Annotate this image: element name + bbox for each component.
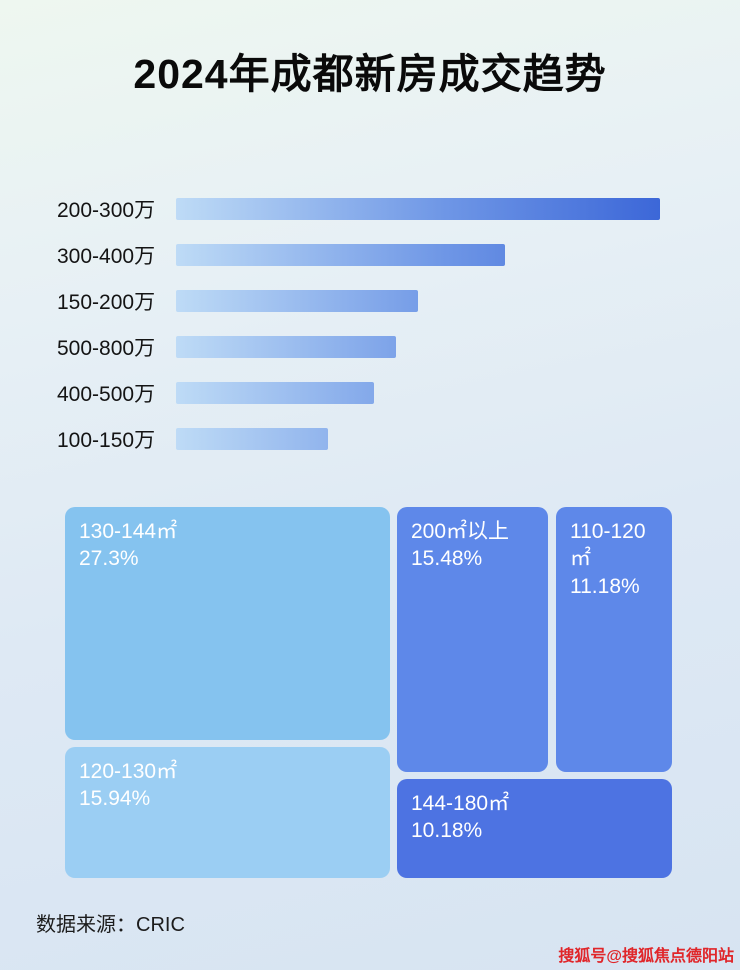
- bar: [176, 244, 506, 266]
- bar: [176, 198, 660, 220]
- watermark: 搜狐号@搜狐焦点德阳站: [558, 948, 734, 965]
- treemap-block-label: 120-130㎡: [79, 760, 178, 783]
- bar: [176, 428, 329, 450]
- bar-category-label: 300-400万: [57, 245, 156, 268]
- treemap-chart: 130-144㎡ 27.3% 200㎡以上 15.48% 110-120㎡ 11.18% 1…: [65, 507, 672, 878]
- bar-category-label: 400-500万: [57, 383, 156, 406]
- treemap-block: 110-120㎡ 11.18%: [556, 507, 672, 772]
- treemap-block-percent: 15.94%: [79, 787, 151, 811]
- treemap-block-label: 200㎡以上: [411, 520, 510, 543]
- treemap-block-percent: 11.18%: [570, 574, 640, 598]
- treemap-block-label: 144-180㎡: [411, 792, 510, 815]
- bar-row: 200-300万: [57, 198, 740, 222]
- bar: [176, 290, 418, 312]
- bar-row: 400-500万: [57, 382, 740, 406]
- data-source-label: 数据来源：CRIC: [36, 914, 185, 936]
- page-title: 2024年成都新房成交趋势: [133, 51, 607, 97]
- treemap-block-percent: 27.3%: [79, 547, 139, 571]
- bar-category-label: 500-800万: [57, 337, 156, 360]
- treemap-block-percent: 15.48%: [411, 547, 483, 571]
- bar: [176, 336, 397, 358]
- bar-row: 300-400万: [57, 244, 740, 268]
- bar-row: 500-800万: [57, 336, 740, 360]
- bar-row: 150-200万: [57, 290, 740, 314]
- treemap-block: 144-180㎡ 10.18%: [397, 779, 672, 878]
- treemap-block: 120-130㎡ 15.94%: [65, 747, 390, 878]
- treemap-block-percent: 10.18%: [411, 819, 483, 843]
- bar-category-label: 200-300万: [57, 199, 156, 222]
- bar-category-label: 100-150万: [57, 429, 156, 452]
- bar-chart: 200-300万 300-400万 150-200万 500-800万 400-500万…: [0, 198, 740, 452]
- bar-category-label: 150-200万: [57, 291, 156, 314]
- treemap-block: 200㎡以上 15.48%: [397, 507, 548, 772]
- treemap-block: 130-144㎡ 27.3%: [65, 507, 390, 740]
- bar-row: 100-150万: [57, 428, 740, 452]
- bar: [176, 382, 375, 404]
- treemap-block-label: 110-120㎡: [570, 520, 646, 571]
- treemap-block-label: 130-144㎡: [79, 520, 178, 543]
